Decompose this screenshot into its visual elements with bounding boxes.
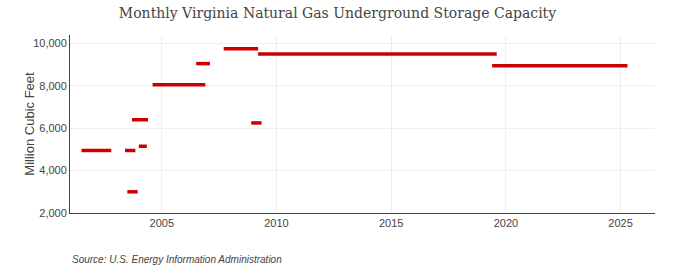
svg-text:6,000: 6,000: [39, 122, 67, 134]
svg-text:2010: 2010: [264, 217, 288, 229]
svg-text:2025: 2025: [608, 217, 632, 229]
svg-text:2015: 2015: [379, 217, 403, 229]
svg-text:10,000: 10,000: [33, 37, 67, 49]
svg-text:2005: 2005: [150, 217, 174, 229]
svg-text:2,000: 2,000: [39, 207, 67, 219]
svg-text:4,000: 4,000: [39, 164, 67, 176]
svg-text:2020: 2020: [494, 217, 518, 229]
svg-text:Source: U.S. Energy Informatio: Source: U.S. Energy Information Administ…: [72, 254, 282, 265]
svg-text:Monthly Virginia Natural Gas U: Monthly Virginia Natural Gas Underground…: [119, 5, 556, 21]
svg-text:Million Cubic Feet: Million Cubic Feet: [22, 72, 37, 176]
svg-text:8,000: 8,000: [39, 80, 67, 92]
